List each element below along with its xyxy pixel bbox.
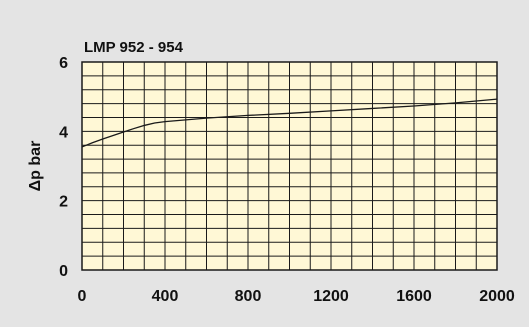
series-line	[81, 98, 498, 148]
tick-labels: 0 400 800 1200 1600 2000 0 2 4 6	[59, 55, 515, 305]
y-tick-label: 4	[59, 124, 68, 141]
plot-frame	[81, 61, 498, 271]
x-tick-label: 2000	[479, 288, 515, 305]
y-tick-label: 6	[59, 55, 68, 72]
y-tick-label: 0	[59, 263, 68, 280]
y-tick-label: 2	[59, 194, 68, 211]
x-tick-label: 0	[78, 288, 87, 305]
grid	[81, 61, 498, 271]
x-tick-label: 1600	[396, 288, 432, 305]
x-tick-label: 1200	[313, 288, 349, 305]
x-tick-label: 800	[235, 288, 262, 305]
chart-title: LMP 952 - 954	[84, 39, 184, 56]
x-tick-label: 400	[152, 288, 179, 305]
y-axis-title: Δp bar	[27, 141, 44, 192]
